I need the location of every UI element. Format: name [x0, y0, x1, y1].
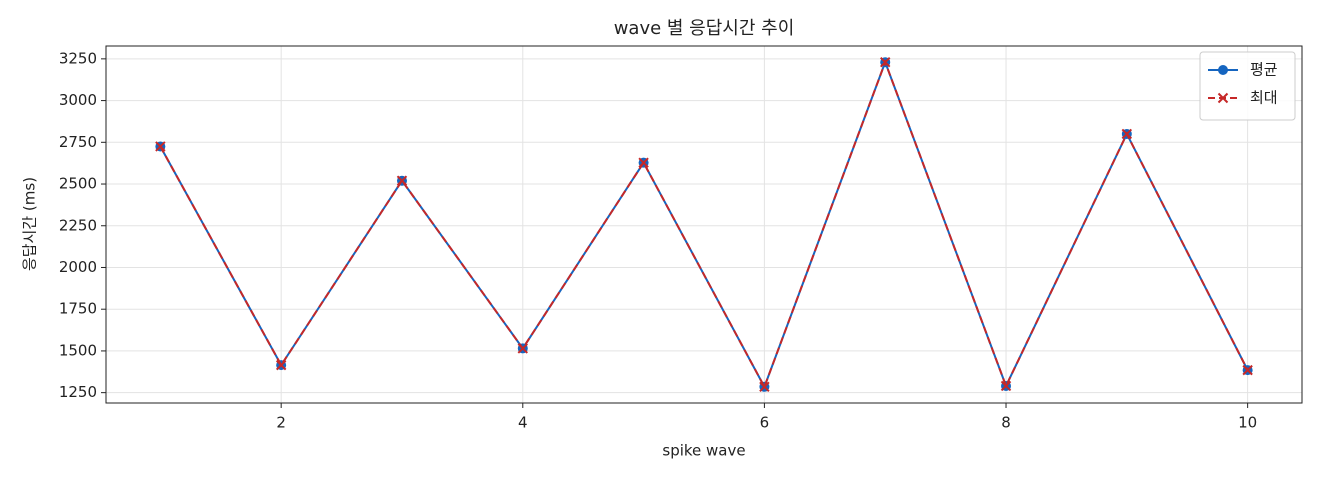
legend-marker: [1217, 92, 1229, 104]
legend-marker: [1218, 65, 1228, 75]
legend-label: 최대: [1250, 89, 1278, 107]
series-line: [159, 59, 1249, 390]
marker: [1000, 380, 1012, 392]
marker: [396, 175, 408, 186]
marker: [155, 141, 166, 152]
y-tick-label: 2500: [59, 175, 97, 193]
x-tick-label: 4: [518, 414, 528, 432]
x-tick-label: 10: [1238, 414, 1257, 432]
chart-title: wave 별 응답시간 추이: [614, 18, 795, 39]
y-axis-label: 응답시간 (ms): [21, 177, 39, 271]
marker: [1242, 364, 1253, 376]
x-axis-label: spike wave: [662, 442, 745, 460]
marker: [880, 56, 891, 68]
x-tick-label: 6: [760, 414, 770, 432]
marker: [1121, 128, 1133, 140]
plot-frame: [105, 45, 1303, 404]
marker: [638, 157, 649, 168]
x-tick-label: 2: [276, 414, 286, 432]
legend-box: [1199, 51, 1296, 121]
marker: [517, 343, 528, 354]
y-tick-label: 1500: [59, 341, 97, 359]
y-tick-label: 1250: [59, 383, 97, 401]
y-tick-label: 1750: [59, 300, 97, 318]
marker: [275, 359, 287, 371]
y-tick-label: 2000: [59, 258, 97, 276]
x-tick-label: 8: [1001, 414, 1011, 432]
legend-label: 평균: [1250, 61, 1278, 79]
series-line: [159, 59, 1249, 390]
y-tick-label: 2250: [59, 216, 97, 234]
y-tick-label: 3250: [59, 49, 97, 67]
y-tick-label: 3000: [59, 91, 97, 109]
y-tick-label: 2750: [59, 133, 97, 151]
marker: [759, 381, 770, 393]
